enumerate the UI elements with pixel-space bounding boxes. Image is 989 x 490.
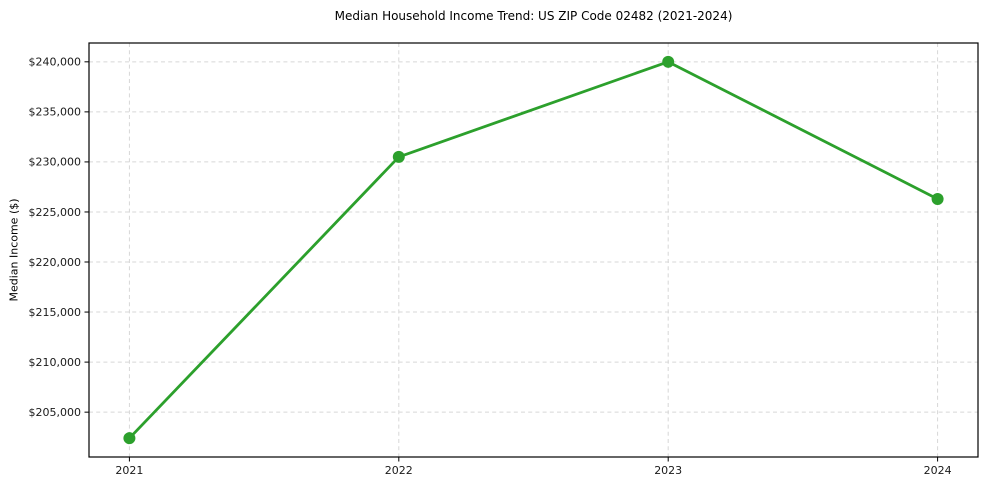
y-tick-label: $230,000 [29,156,82,169]
plot-border [88,42,979,458]
x-tick-label: 2023 [654,464,682,477]
trend-line [128,60,939,440]
x-tick-label: 2021 [115,464,143,477]
x-tick-label: 2024 [924,464,952,477]
data-point-marker [392,150,405,163]
data-point-marker [662,55,675,68]
y-tick-label: $215,000 [29,306,82,319]
y-tick-label: $220,000 [29,256,82,269]
chart-title: Median Household Income Trend: US ZIP Co… [334,9,733,23]
data-point-marker [123,432,136,445]
data-point-marker [931,192,944,205]
x-tick-label: 2022 [385,464,413,477]
y-tick-label: $240,000 [29,56,82,69]
y-tick-label: $205,000 [29,406,82,419]
y-tick-label: $235,000 [29,106,82,119]
y-tick-label: $225,000 [29,206,82,219]
y-tick-label: $210,000 [29,356,82,369]
